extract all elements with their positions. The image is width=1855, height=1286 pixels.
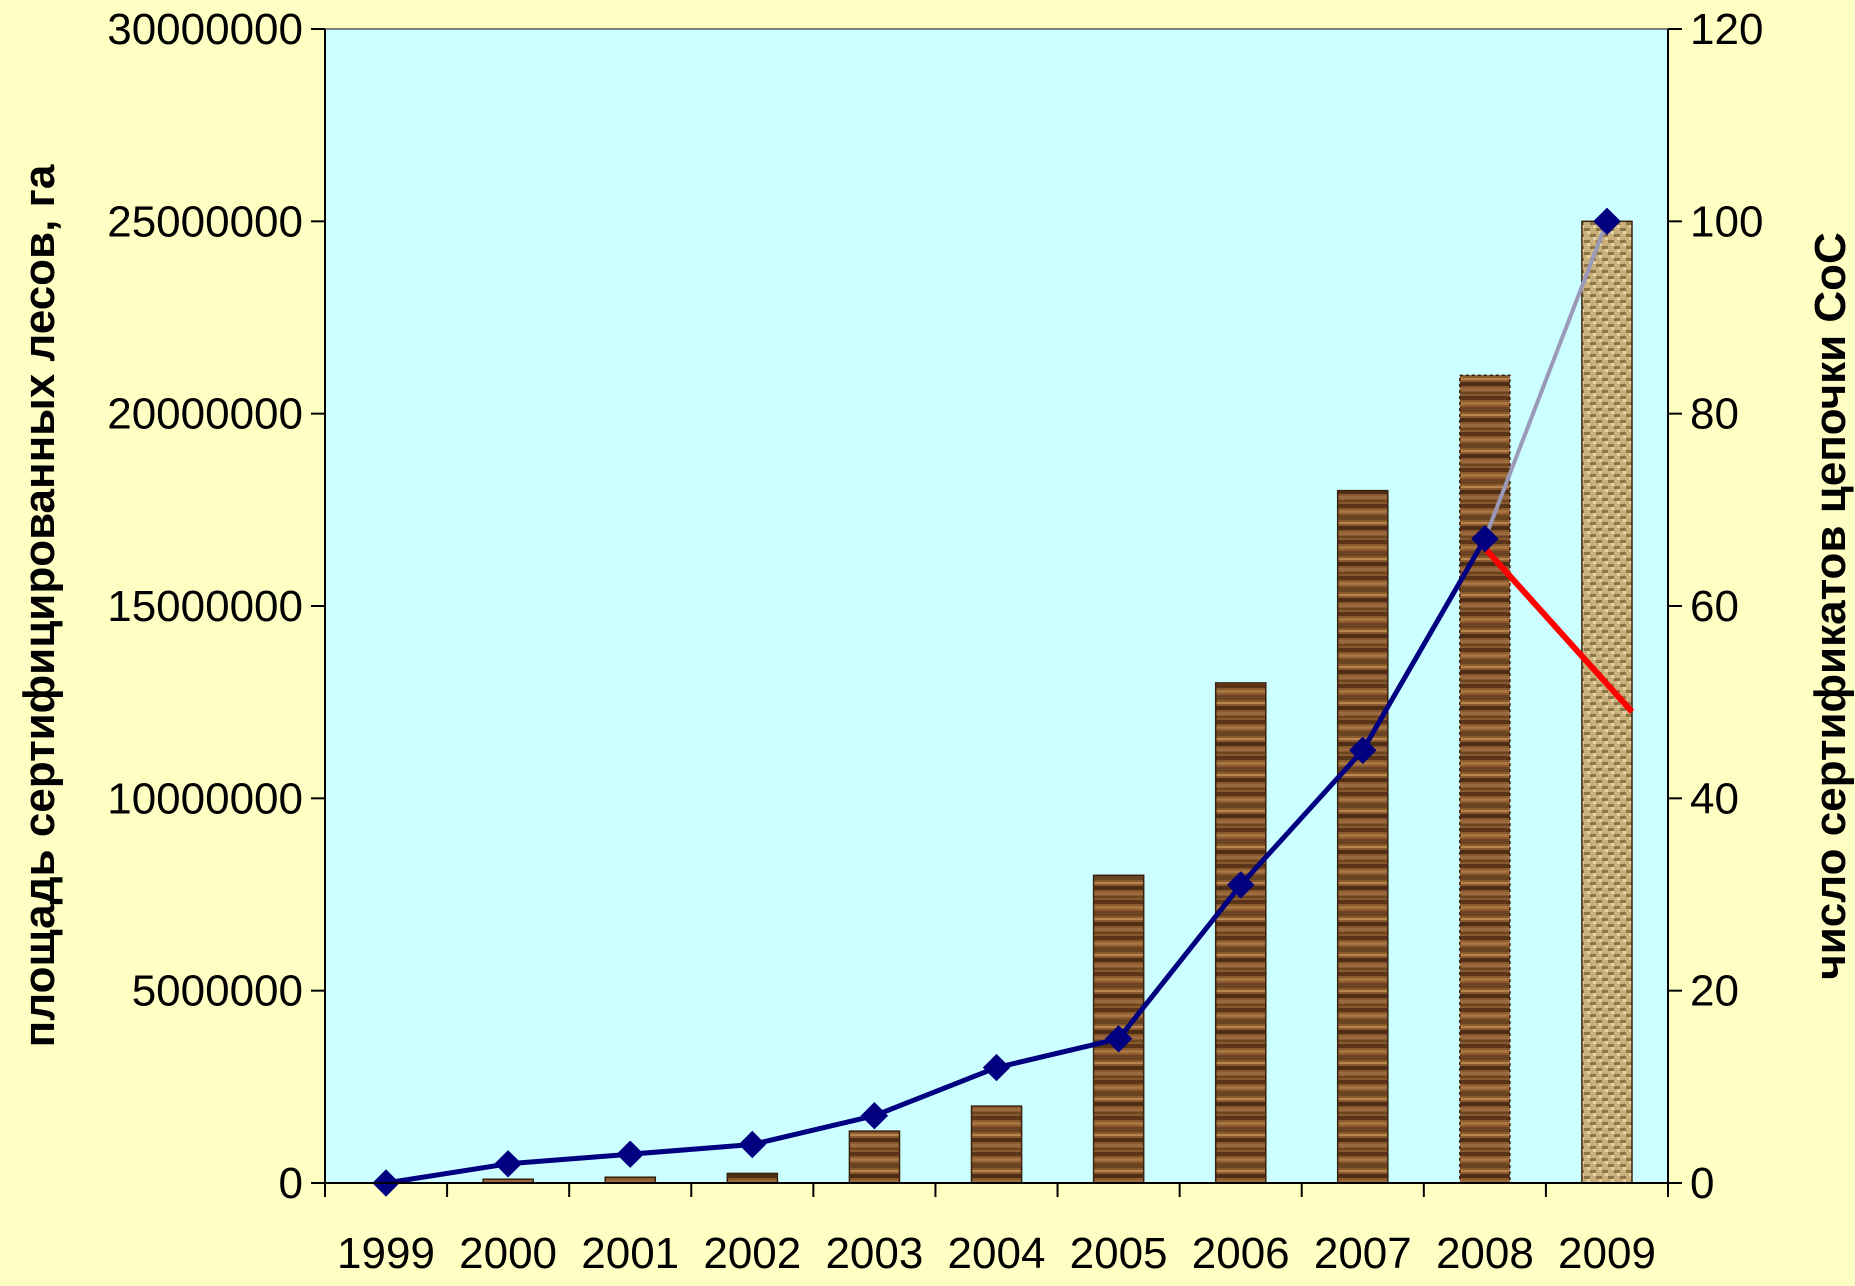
projection-line — [1482, 546, 1635, 714]
marker-2001 — [616, 1140, 644, 1168]
bar-2003 — [848, 1130, 901, 1184]
y-tick-label-right: 100 — [1690, 197, 1763, 246]
marker-2005 — [1104, 1025, 1133, 1053]
bar-2008 — [1459, 374, 1511, 1184]
x-tick-label-2002: 2002 — [703, 1229, 801, 1278]
x-tick-label-2000: 2000 — [459, 1229, 557, 1278]
marker-2008 — [1471, 524, 1499, 553]
x-tick-label-2004: 2004 — [948, 1229, 1046, 1278]
y-tick-label-right: 40 — [1690, 774, 1739, 823]
marker-2000 — [494, 1150, 522, 1178]
y-tick-label-left: 25000000 — [107, 197, 303, 246]
y-tick-label-left: 15000000 — [107, 582, 303, 631]
line-segment-2000-2001 — [507, 1151, 631, 1167]
line-segment-2006-2007 — [1238, 748, 1365, 887]
line-segment-1999-2000 — [385, 1161, 509, 1186]
lines-layer — [372, 207, 1635, 1197]
bar-2004 — [970, 1105, 1023, 1184]
x-tick-label-2001: 2001 — [581, 1229, 679, 1278]
x-tick-label-2006: 2006 — [1192, 1229, 1290, 1278]
axes-layer: 0 5000000 10000000 15000000 20000000 25000000… — [107, 5, 1763, 1278]
y-tick-label-left: 0 — [279, 1159, 303, 1208]
y-tick-label-right: 60 — [1690, 582, 1739, 631]
line-segment-2003-2004 — [873, 1065, 998, 1119]
y-tick-label-left: 10000000 — [107, 774, 303, 823]
y-tick-label-right: 0 — [1690, 1159, 1714, 1208]
y-tick-label-left: 5000000 — [132, 967, 303, 1016]
marker-2002 — [738, 1130, 767, 1159]
bar-2006 — [1214, 682, 1267, 1184]
y-axis-title-right: число сертификатов цепочки CoC — [1806, 232, 1855, 980]
line-segment-2004-2005 — [995, 1036, 1120, 1071]
marker-2009 — [1593, 207, 1621, 236]
marker-2007 — [1349, 736, 1377, 765]
x-tick-label-2005: 2005 — [1070, 1229, 1168, 1278]
y-tick-label-right: 80 — [1690, 390, 1739, 439]
marker-2003 — [860, 1101, 889, 1130]
x-tick-label-1999: 1999 — [337, 1229, 435, 1278]
x-tick-label-2003: 2003 — [825, 1229, 923, 1278]
marker-2006 — [1226, 871, 1255, 899]
x-tick-label-2007: 2007 — [1314, 1229, 1412, 1278]
line-segment-2008-2009 — [1483, 220, 1609, 540]
line-segment-2001-2002 — [630, 1142, 753, 1157]
line-segment-2005-2006 — [1116, 883, 1243, 1041]
y-tick-label-left: 20000000 — [107, 390, 303, 439]
y-tick-label-right: 120 — [1690, 5, 1763, 54]
x-tick-label-2009: 2009 — [1558, 1229, 1656, 1278]
bar-2007 — [1336, 489, 1389, 1184]
y-axis-title-left: площадь сертифицированных лесов, га — [15, 164, 64, 1047]
line-segment-2007-2008 — [1360, 537, 1488, 752]
marker-2004 — [982, 1053, 1011, 1082]
bar-2002 — [726, 1172, 779, 1184]
y-tick-label-left: 30000000 — [107, 5, 303, 54]
x-tick-label-2008: 2008 — [1436, 1229, 1534, 1278]
line-segment-2002-2003 — [751, 1113, 875, 1147]
y-tick-label-right: 20 — [1690, 967, 1739, 1016]
